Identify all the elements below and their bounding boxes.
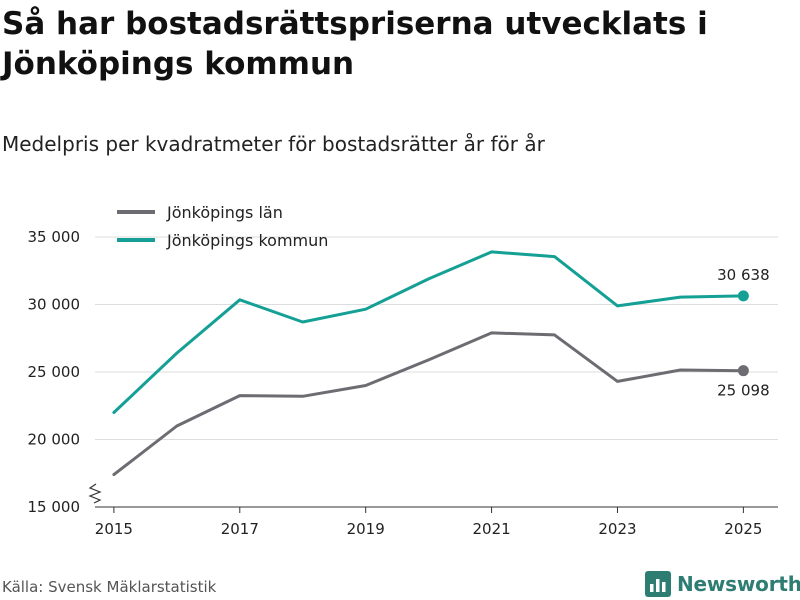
x-tick-label: 2015: [95, 520, 133, 538]
chart-subtitle: Medelpris per kvadratmeter för bostadsrä…: [2, 132, 545, 156]
series-end-label-0: 25 098: [717, 382, 770, 400]
legend: Jönköpings län Jönköpings kommun: [117, 203, 328, 250]
x-tick-label: 2017: [221, 520, 259, 538]
y-tick-label: 25 000: [28, 363, 81, 381]
line-chart: 15 000 20 000 25 000 30 000 35 000 2015 2017 20…: [28, 203, 778, 538]
legend-label-0: Jönköpings län: [166, 203, 283, 222]
series-end-point-1: [737, 290, 749, 302]
bar-chart-icon: [645, 571, 671, 597]
axis-break-icon: [88, 483, 102, 504]
y-tick-label: 20 000: [28, 431, 81, 449]
y-tick-label: 15 000: [28, 498, 81, 516]
x-tick-label: 2021: [472, 520, 510, 538]
chart-title: Så har bostadsrättspriserna utvecklats i…: [2, 6, 708, 82]
axes: 15 000 20 000 25 000 30 000 35 000 2015 2017 20…: [28, 228, 778, 538]
legend-label-1: Jönköpings kommun: [166, 231, 328, 250]
series-line-1: [112, 250, 745, 414]
series-end-label-1: 30 638: [717, 266, 770, 284]
series-line-0: [112, 331, 745, 477]
brand-name: Newsworthy: [677, 572, 800, 596]
y-tick-label: 30 000: [28, 296, 81, 314]
x-tick-label: 2025: [724, 520, 762, 538]
series-lines: 25 098 30 638: [112, 250, 770, 477]
source-note: Källa: Svensk Mäklarstatistik: [2, 578, 217, 596]
series-end-point-0: [737, 365, 749, 377]
y-tick-label: 35 000: [28, 228, 81, 246]
x-tick-label: 2023: [598, 520, 636, 538]
grid-lines: [95, 236, 778, 440]
brand-logo: Newsworthy: [645, 569, 800, 599]
x-tick-label: 2019: [347, 520, 385, 538]
